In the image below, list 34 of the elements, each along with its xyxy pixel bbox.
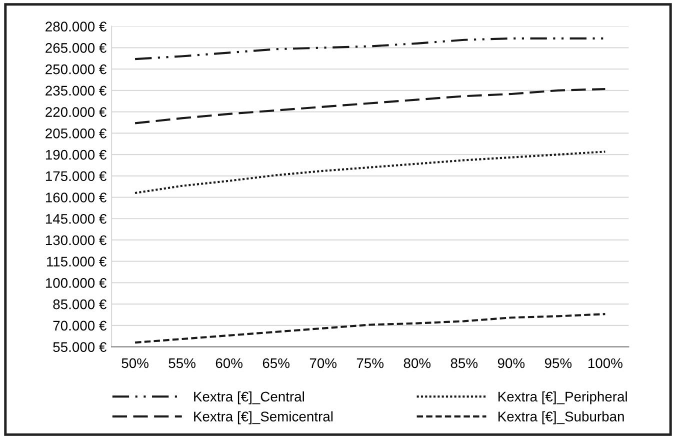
y-tick-label: 250.000 € (46, 64, 106, 74)
legend-label: Kextra [€]_Central (194, 391, 304, 404)
y-tick-label: 280.000 € (46, 22, 106, 32)
y-tick-label: 190.000 € (46, 150, 106, 160)
line-series (134, 313, 606, 344)
y-tick-label: 130.000 € (46, 235, 106, 246)
x-tick-label: 50% (122, 358, 148, 368)
y-tick-label: 145.000 € (46, 214, 106, 224)
x-tick-label: 80% (404, 358, 431, 368)
legend-label: Kextra [€]_Suburban (498, 411, 624, 424)
x-tick-label: 90% (498, 358, 525, 368)
y-tick-label: 175.000 € (46, 171, 106, 182)
legend-label: Kextra [€]_Peripheral (498, 391, 627, 404)
y-tick-label: 220.000 € (46, 107, 106, 117)
y-tick-label: 160.000 € (46, 192, 106, 202)
x-tick-label: 85% (450, 358, 478, 368)
x-tick-label: 100% (588, 358, 622, 368)
x-tick-label: 95% (544, 358, 572, 368)
legend-label: Kextra [€]_Semicentral (194, 411, 333, 424)
x-tick-label: 60% (216, 358, 242, 368)
x-tick-label: 70% (310, 358, 337, 368)
line-series (134, 88, 606, 124)
y-tick-label: 55.000 € (53, 342, 106, 352)
y-tick-label: 100.000 € (46, 278, 106, 288)
x-tick-label: 75% (356, 358, 384, 368)
y-tick-label: 235.000 € (46, 86, 106, 96)
y-tick-label: 265.000 € (46, 43, 106, 53)
y-tick-label: 205.000 € (46, 128, 106, 138)
y-tick-label: 70.000 € (53, 320, 106, 331)
line-series (134, 150, 606, 194)
y-tick-label: 115.000 € (46, 256, 106, 267)
y-tick-label: 85.000 € (53, 299, 106, 310)
x-tick-label: 55% (168, 358, 196, 368)
x-tick-label: 65% (262, 358, 290, 368)
